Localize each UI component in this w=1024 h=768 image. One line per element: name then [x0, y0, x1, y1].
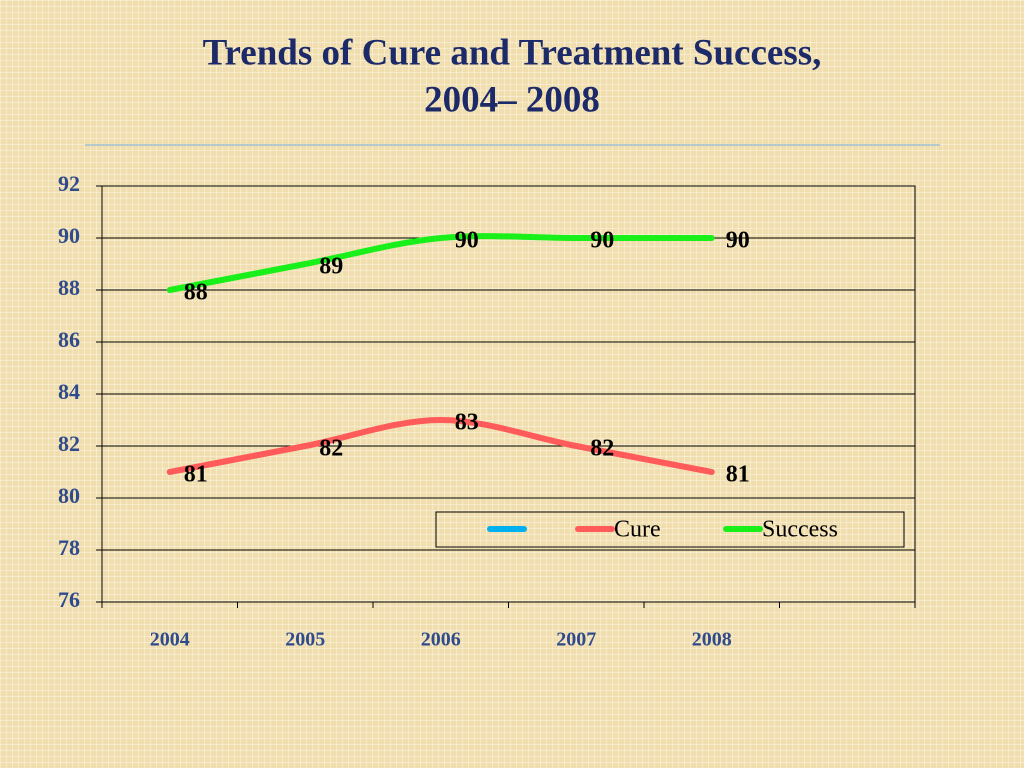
x-tick-label: 2008 [692, 629, 732, 651]
data-label: 90 [455, 228, 479, 254]
legend-box [435, 511, 905, 548]
y-tick-label: 92 [58, 171, 80, 196]
data-label: 82 [590, 436, 614, 462]
data-label: 89 [319, 254, 343, 280]
data-label: 83 [455, 410, 479, 436]
x-tick-label: 2007 [556, 629, 596, 651]
data-label: 90 [726, 228, 750, 254]
y-tick-label: 86 [58, 327, 80, 352]
y-tick-label: 90 [58, 223, 80, 248]
y-tick-label: 80 [58, 483, 80, 508]
x-tick-label: 2005 [285, 629, 325, 651]
x-tick-label: 2004 [150, 629, 190, 651]
data-label: 82 [319, 436, 343, 462]
legend-label: Cure [614, 517, 661, 543]
chart-title: Trends of Cure and Treatment Success, [203, 32, 822, 73]
y-tick-label: 82 [58, 431, 80, 456]
y-tick-label: 78 [58, 535, 80, 560]
y-tick-label: 88 [58, 275, 80, 300]
series-line [166, 233, 715, 293]
y-tick-label: 76 [58, 587, 80, 612]
legend-label: Success [762, 517, 838, 543]
data-label: 81 [726, 462, 750, 488]
series-line [166, 416, 715, 475]
data-label: 90 [590, 228, 614, 254]
x-tick-label: 2006 [421, 629, 461, 651]
data-label: 81 [184, 462, 208, 488]
data-label: 88 [184, 280, 208, 306]
chart-title: 2004– 2008 [424, 79, 600, 120]
y-tick-label: 84 [58, 379, 80, 404]
